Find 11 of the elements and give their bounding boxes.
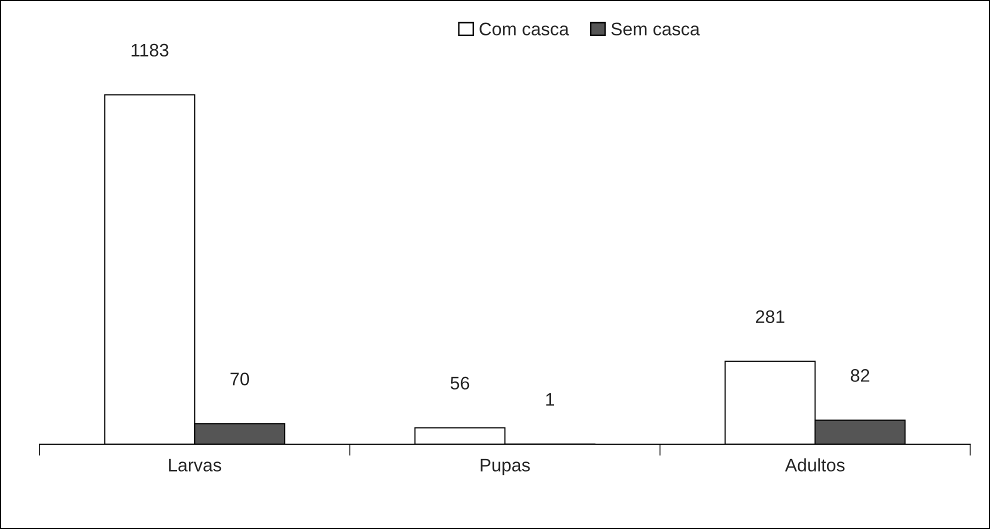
data-label: 82 [850,369,870,382]
data-label: 70 [230,372,250,386]
x-tick-label: Pupas [480,458,530,476]
data-label: 56 [450,376,470,390]
legend-label: Sem casca [611,22,700,36]
data-label: 1183 [132,44,168,57]
x-tick-label: Adultos [785,458,845,472]
x-tick-label: Larvas [169,458,222,472]
data-label: 281 [756,310,784,324]
data-label: 1 [546,393,554,406]
legend-label: Com casca [480,22,570,36]
